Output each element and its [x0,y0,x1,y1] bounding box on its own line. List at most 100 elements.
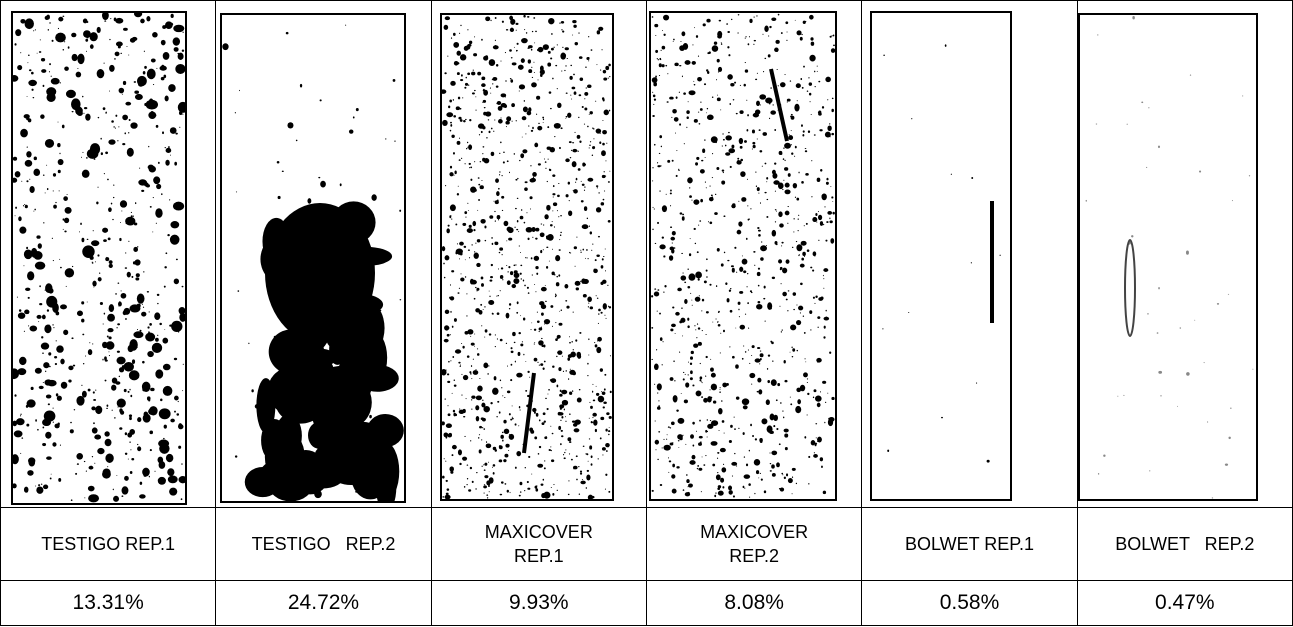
droplet [800,124,803,127]
droplet [794,19,796,21]
droplet [175,63,186,74]
droplet [799,312,802,314]
droplet [600,202,604,206]
droplet [52,442,57,447]
droplet [568,441,572,443]
droplet [474,252,477,256]
droplet [441,475,445,479]
droplet [783,179,785,181]
droplet [773,414,778,422]
droplet [443,325,449,331]
droplet [607,305,609,307]
droplet [14,215,16,217]
blob [315,441,374,466]
droplet [48,324,50,326]
droplet [152,345,154,347]
droplet [525,361,526,362]
droplet [771,229,777,237]
droplet [601,447,606,451]
droplet [557,182,560,184]
droplet [695,430,697,432]
droplet [749,18,753,24]
droplet [62,218,65,221]
droplet [746,272,749,275]
droplet [64,268,75,278]
droplet [52,407,54,409]
droplet [39,285,41,288]
droplet [93,158,96,160]
droplet [757,267,761,270]
droplet [521,341,523,343]
droplet [82,333,85,336]
droplet [735,112,738,115]
droplet [453,384,457,387]
droplet [744,351,747,353]
droplet [479,185,484,190]
droplet [446,380,450,384]
droplet [697,465,700,467]
droplet [580,200,584,203]
droplet [814,85,816,88]
droplet [766,368,769,370]
droplet [513,153,515,155]
droplet [687,101,689,103]
droplet [469,186,476,193]
droplet [449,129,451,132]
droplet [120,290,122,292]
droplet [122,143,126,146]
droplet [459,54,467,61]
droplet [788,134,790,136]
droplet [182,31,184,33]
droplet [42,426,45,429]
droplet [669,192,672,195]
droplet [796,349,798,352]
droplet [554,64,557,67]
droplet [444,309,449,315]
droplet [132,261,136,265]
droplet [119,200,128,208]
droplet [747,205,749,207]
droplet [440,421,445,426]
droplet [492,130,494,132]
droplet [156,293,160,296]
droplet [501,279,504,281]
droplet [651,489,654,492]
droplet [182,113,184,115]
droplet [813,389,817,393]
droplet [42,484,49,490]
droplet [759,353,764,358]
droplet [466,355,470,358]
droplet [527,107,532,113]
droplet [817,436,822,443]
droplet [526,257,528,259]
droplet [586,375,589,377]
droplet [747,218,750,221]
droplet [718,430,720,431]
droplet [759,94,767,100]
droplet [41,69,47,73]
droplet [829,35,832,38]
droplet [38,321,40,323]
droplet [470,395,476,399]
droplet [467,209,469,211]
droplet [26,151,32,158]
droplet [112,139,114,141]
droplet [473,345,475,347]
droplet [784,379,788,383]
droplet [494,220,496,222]
droplet [478,434,480,436]
droplet [576,354,581,359]
droplet [148,408,155,415]
droplet [533,436,537,440]
droplet [135,202,137,205]
droplet [115,381,121,385]
droplet [503,419,507,424]
droplet [458,137,460,139]
droplet [688,483,693,488]
droplet [453,174,455,176]
droplet [164,95,169,102]
droplet [86,148,99,159]
droplet [573,246,577,250]
droplet [558,310,560,312]
